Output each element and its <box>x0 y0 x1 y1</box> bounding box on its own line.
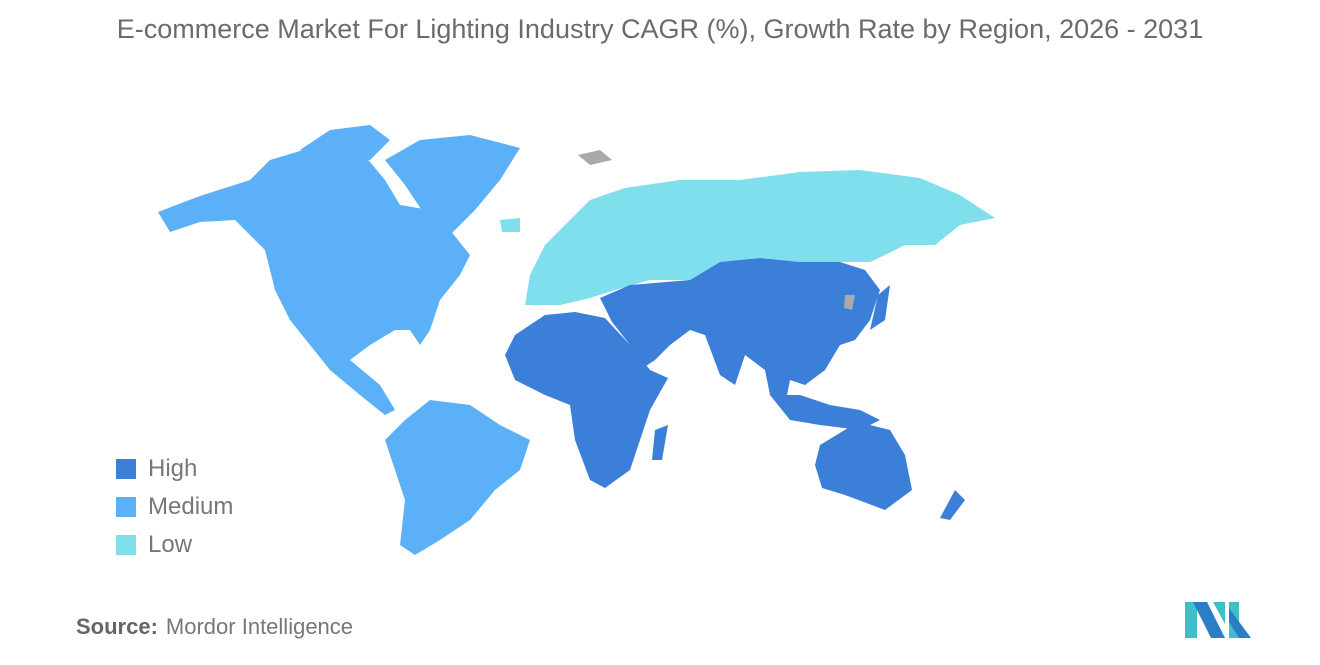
no-data-svalbard <box>578 150 612 165</box>
canada-arctic-islands <box>300 125 390 160</box>
region-north-america <box>158 125 470 415</box>
legend-item-low: Low <box>116 526 233 564</box>
source-label: Source: <box>76 614 158 639</box>
legend-swatch-low <box>116 535 136 555</box>
north-america-shape <box>158 145 470 415</box>
region-greenland <box>385 135 520 240</box>
madagascar <box>652 425 668 460</box>
legend-item-medium: Medium <box>116 488 233 526</box>
region-africa <box>505 312 668 488</box>
region-south-america <box>385 400 530 555</box>
mordor-intelligence-logo <box>1185 602 1251 638</box>
legend-label: Medium <box>148 493 234 520</box>
region-asia-middle-east <box>600 258 880 405</box>
no-data-korea <box>844 295 855 310</box>
legend-swatch-medium <box>116 497 136 517</box>
legend-label: High <box>148 455 198 482</box>
legend: High Medium Low <box>116 450 233 564</box>
japan <box>870 285 890 330</box>
source-value: Mordor Intelligence <box>165 614 354 639</box>
region-australia <box>815 422 912 510</box>
legend-swatch-high <box>116 459 136 479</box>
region-europe-russia <box>525 170 995 305</box>
uk-iceland <box>500 218 520 232</box>
chart-title: E-commerce Market For Lighting Industry … <box>116 14 1204 44</box>
source-note: Source: Mordor Intelligence <box>76 614 353 640</box>
new-zealand <box>940 490 965 520</box>
legend-label: Low <box>148 531 193 558</box>
legend-item-high: High <box>116 450 233 488</box>
southeast-asia-islands <box>770 395 880 430</box>
